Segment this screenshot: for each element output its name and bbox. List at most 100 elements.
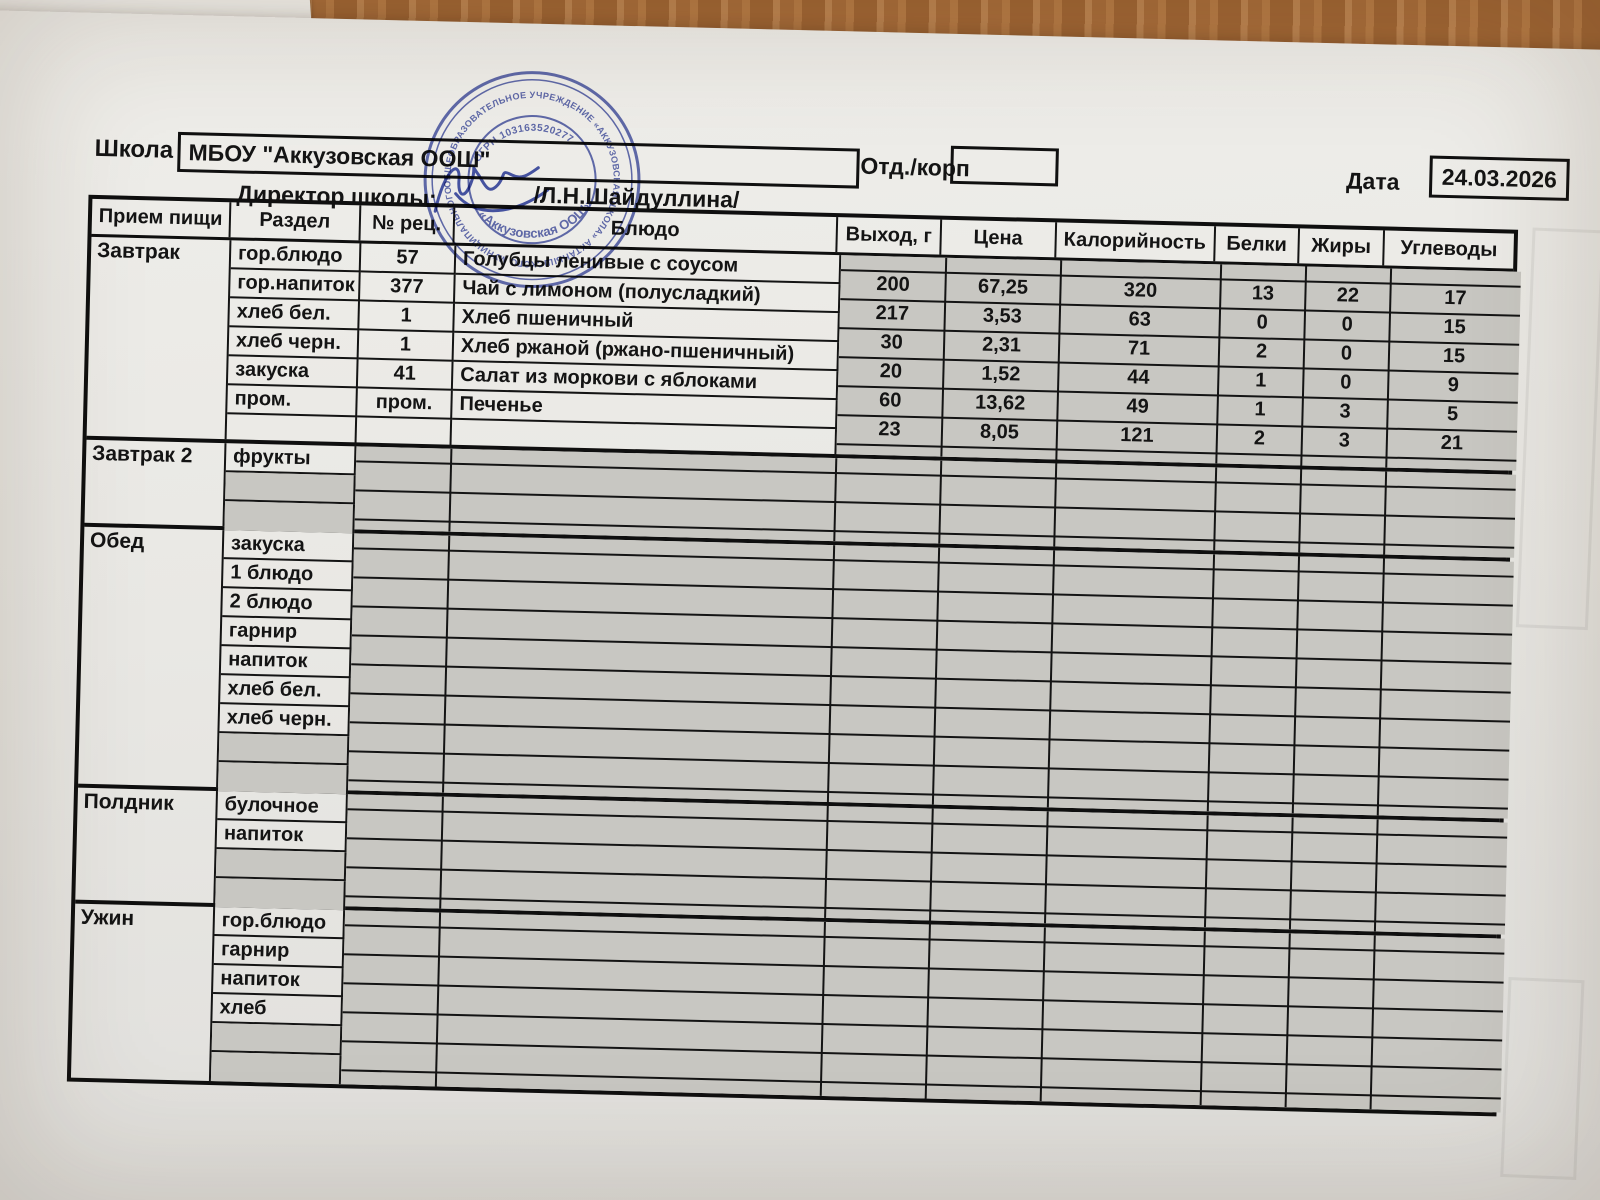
protein-value: 1 [1255, 369, 1267, 392]
section-cell: булочное [217, 791, 348, 824]
section-cell: напиток [220, 646, 352, 679]
section-cell [218, 733, 350, 766]
column-header: Углеводы [1400, 236, 1498, 262]
meal-name-cell: Обед [78, 526, 225, 788]
carbs-value: 9 [1447, 374, 1460, 397]
output-g-value: 30 [880, 331, 904, 354]
output-g-value: 23 [878, 418, 901, 441]
section-cell [226, 414, 358, 447]
price-value: 2,31 [981, 333, 1022, 357]
section-cell: фрукты [225, 443, 357, 476]
protein-value: 2 [1253, 427, 1266, 450]
values-region: 200 67,25 320 13 22 17 217 3,53 63 0 0 15 30 2,31 71 2 0… [836, 255, 1522, 471]
protein-value: 0 [1256, 311, 1269, 334]
section-cell: закуска [227, 356, 359, 389]
carbs-value: 15 [1443, 315, 1467, 339]
grid-line [1203, 815, 1209, 928]
calories-value: 49 [1126, 395, 1150, 418]
section-cell: гор.блюдо [230, 240, 362, 273]
protein-value: 1 [1254, 398, 1266, 421]
grid-line [341, 1069, 1501, 1100]
section-cell [215, 878, 346, 911]
stamp-mid-circle [431, 78, 633, 281]
meal-name-cell: Ужин [70, 903, 216, 1082]
meal-section: Обед закуска 1 блюдо 2 блюдо гарнир напиток хл… [78, 526, 1514, 823]
section-cell [210, 1052, 342, 1085]
section-cell: хлеб [212, 994, 343, 1027]
grid-line [349, 721, 1510, 752]
grid-line [341, 1040, 1502, 1071]
grid-line [1288, 817, 1294, 930]
grid-line [352, 605, 1513, 636]
section-cell: хлеб бел. [229, 298, 360, 331]
date-box: 24.03.2026 [1428, 155, 1570, 201]
values-region [340, 910, 1505, 1113]
price-value: 1,52 [981, 362, 1021, 386]
grid-line [348, 750, 1509, 781]
grid-line [1284, 933, 1291, 1108]
meal-section: Ужин гор.блюдо гарнир напиток хлеб [70, 903, 1505, 1113]
price-value: 67,25 [977, 275, 1029, 299]
grid-line [346, 866, 1506, 897]
section-cell [211, 1023, 343, 1056]
carbs-value: 21 [1440, 431, 1464, 455]
column-header: Жиры [1299, 228, 1385, 266]
column-header: Раздел [230, 202, 361, 241]
grid-line [355, 489, 1516, 520]
column-header: Белки [1214, 226, 1301, 264]
column-header: Выход, г [837, 217, 943, 255]
section-cell: гор.напиток [230, 269, 361, 302]
price-value: 13,62 [974, 391, 1026, 415]
section-cell: гарнир [213, 936, 345, 969]
output-g-value: 200 [876, 273, 911, 296]
section-cell: гарнир [221, 617, 353, 650]
column-header: Прием пищи [91, 198, 232, 238]
grid-line [351, 663, 1511, 694]
fat-value: 0 [1340, 342, 1353, 365]
section-cell [224, 501, 356, 534]
meal-section: Завтрак гор.блюдо 57 Голубцы ленивые с соус… [86, 236, 1522, 475]
grid-line [1199, 931, 1206, 1106]
fat-value: 3 [1338, 429, 1351, 452]
meal-name-cell: Завтрак 2 [84, 439, 227, 527]
section-cell: напиток [216, 820, 348, 853]
date-label: Дата [1345, 167, 1400, 195]
fat-value: 22 [1336, 284, 1360, 307]
section-cell: пром. [227, 385, 358, 418]
carbs-value: 15 [1442, 344, 1466, 368]
school-label: Школа [94, 134, 174, 164]
grid-line [924, 924, 931, 1099]
fat-value: 0 [1339, 371, 1352, 394]
grid-line [346, 837, 1507, 868]
fat-value: 0 [1341, 313, 1354, 336]
grid-line [819, 921, 826, 1096]
section-cell: закуска [223, 530, 355, 563]
grid-line [1369, 935, 1376, 1110]
grid-line [1373, 819, 1379, 932]
paper-sheet: Школа МБОУ "Аккузовская ООШ" Отд./корп Д… [0, 10, 1600, 1200]
grid-line [439, 796, 444, 909]
bleed-through-artifact [1500, 977, 1585, 1181]
section-cell: хлеб черн. [228, 327, 360, 360]
section-cell: 1 блюдо [222, 559, 354, 592]
calories-value: 121 [1120, 424, 1154, 447]
school-round-stamp-icon: ОБЩЕОБРАЗОВАТЕЛЬНОЕ УЧРЕЖДЕНИЕ «АККУЗОВС… [405, 53, 641, 289]
grid-line [448, 448, 453, 532]
bleed-through-artifact [1515, 227, 1600, 631]
grid-line [938, 460, 943, 544]
meal-name-cell: Завтрак [86, 236, 232, 440]
section-cell: гор.блюдо [214, 907, 346, 940]
meal-name-cell: Полдник [75, 787, 218, 904]
carbs-value: 17 [1444, 286, 1467, 310]
recipe-no-cell: 1 [359, 301, 455, 333]
grid-line [343, 982, 1504, 1013]
column-header: Калорийность [1055, 222, 1216, 262]
output-g-value: 20 [879, 360, 903, 383]
grid-line [1053, 463, 1058, 547]
section-cell [217, 762, 349, 795]
grid-line [1298, 469, 1303, 553]
price-value: 3,53 [982, 304, 1023, 328]
calories-value: 71 [1127, 337, 1151, 360]
calories-value: 63 [1128, 308, 1152, 331]
